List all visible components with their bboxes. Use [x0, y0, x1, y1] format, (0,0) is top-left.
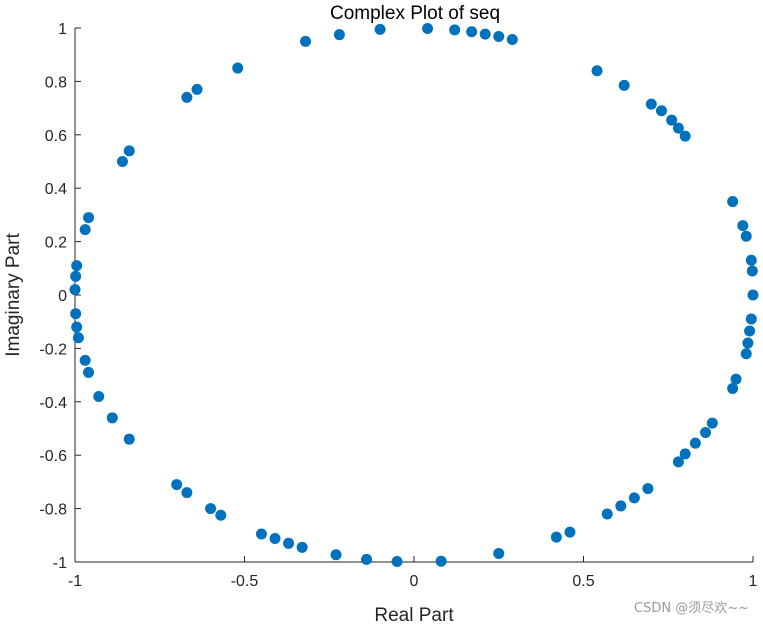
data-point — [83, 366, 95, 378]
data-point — [746, 265, 758, 277]
data-point — [506, 33, 518, 45]
data-point — [615, 500, 627, 512]
data-point — [106, 412, 118, 424]
data-point — [171, 479, 183, 491]
data-point — [93, 390, 105, 402]
data-point — [296, 541, 308, 553]
data-point — [79, 354, 91, 366]
y-tick-label: -0.8 — [39, 502, 67, 519]
data-point — [591, 65, 603, 77]
data-point — [730, 373, 742, 385]
data-point — [689, 437, 701, 449]
y-tick-label: -0.4 — [39, 395, 67, 412]
data-point — [300, 35, 312, 47]
data-point — [564, 526, 576, 538]
data-point — [655, 105, 667, 117]
data-point — [83, 212, 95, 224]
data-point — [642, 483, 654, 495]
data-point — [700, 427, 712, 439]
x-tick-label: 1 — [749, 573, 758, 590]
data-point — [744, 325, 756, 337]
plot-area: -1 -0.5 0 0.5 1 -1 -0.8 -0.6 -0.4 -0.2 0 0.2 0.4 0.6… — [39, 21, 759, 590]
data-point — [737, 220, 749, 232]
data-point — [672, 122, 684, 134]
data-point — [374, 23, 386, 35]
x-tick-label: 0.5 — [572, 573, 594, 590]
watermark-text: CSDN @须尽欢~~ — [634, 601, 749, 616]
y-axis-label: Imaginary Part — [3, 233, 24, 357]
data-point — [493, 31, 505, 43]
data-point — [601, 508, 613, 520]
data-point — [205, 503, 217, 515]
y-tick-label: 0.4 — [45, 181, 67, 198]
x-axis-label: Real Part — [374, 605, 454, 626]
y-tick-label: -1 — [53, 555, 67, 572]
data-point — [123, 433, 135, 445]
data-point — [269, 533, 281, 545]
y-axis-ticks: -1 -0.8 -0.6 -0.4 -0.2 0 0.2 0.4 0.6 0.8 1 — [39, 21, 81, 572]
chart-title: Complex Plot of seq — [330, 3, 500, 24]
data-point — [69, 284, 81, 296]
data-point — [232, 62, 244, 74]
data-point — [706, 417, 718, 429]
data-point — [679, 130, 691, 142]
data-point — [361, 553, 373, 565]
data-point — [283, 537, 295, 549]
data-point — [742, 337, 754, 349]
data-point — [618, 79, 630, 91]
data-point — [628, 492, 640, 504]
data-point — [727, 382, 739, 394]
data-point — [215, 509, 227, 521]
data-point — [79, 224, 91, 236]
data-point — [71, 260, 83, 272]
data-point — [123, 145, 135, 157]
x-axis-ticks: -1 -0.5 0 0.5 1 — [68, 556, 758, 590]
data-point — [391, 555, 403, 567]
data-point — [466, 26, 478, 38]
data-point — [191, 83, 203, 95]
data-point — [672, 456, 684, 468]
data-point — [333, 29, 345, 41]
data-point — [449, 24, 461, 36]
x-tick-label: -1 — [68, 573, 82, 590]
data-point — [255, 528, 267, 540]
data-point — [116, 156, 128, 167]
data-point — [745, 313, 757, 325]
y-tick-label: 0.2 — [45, 235, 67, 252]
data-point — [745, 254, 757, 266]
y-tick-label: -0.6 — [39, 448, 67, 465]
data-point — [422, 23, 434, 35]
data-point — [666, 114, 678, 126]
x-tick-label: -0.5 — [231, 573, 259, 590]
data-point — [70, 308, 82, 320]
y-tick-label: 0 — [58, 288, 67, 305]
data-point — [493, 547, 505, 559]
data-point — [330, 549, 342, 561]
data-point — [70, 270, 82, 282]
data-point — [740, 348, 752, 360]
data-point — [71, 321, 83, 333]
data-point — [72, 332, 84, 344]
data-point — [747, 289, 759, 301]
data-point — [181, 487, 193, 499]
data-point — [550, 531, 562, 543]
y-tick-label: 0.6 — [45, 128, 67, 145]
data-point — [479, 28, 491, 40]
data-point — [435, 555, 447, 567]
data-point — [740, 230, 752, 242]
data-points — [69, 23, 759, 567]
data-point — [727, 196, 739, 208]
y-tick-label: -0.2 — [39, 341, 67, 358]
data-point — [645, 98, 657, 110]
data-point — [181, 91, 193, 103]
data-point — [679, 448, 691, 460]
y-tick-label: 1 — [58, 21, 67, 38]
y-tick-label: 0.8 — [45, 74, 67, 91]
x-tick-label: 0 — [410, 573, 419, 590]
